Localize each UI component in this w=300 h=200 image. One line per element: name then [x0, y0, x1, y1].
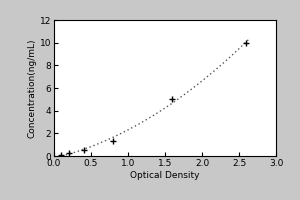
Y-axis label: Concentration(ng/mL): Concentration(ng/mL) [28, 38, 37, 138]
X-axis label: Optical Density: Optical Density [130, 171, 200, 180]
